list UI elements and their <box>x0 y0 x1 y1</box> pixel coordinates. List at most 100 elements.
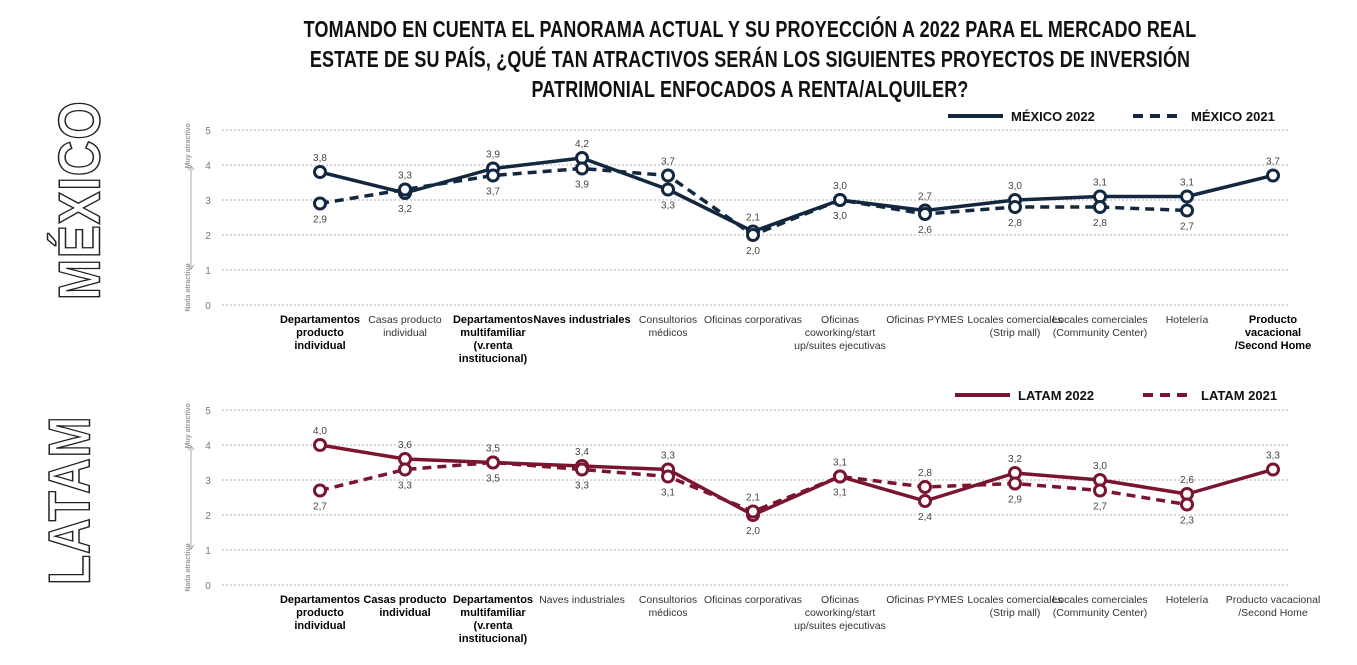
data-point-marker <box>1093 483 1107 498</box>
data-point-marker <box>575 161 589 176</box>
data-point-marker <box>398 462 412 477</box>
chart-panel-latam: 0 1 2 3 4 5 Muy atractivo Nada atractivo 4,0 2,7 3… <box>185 388 1290 592</box>
data-point-marker <box>1266 168 1280 183</box>
x-category-label: Naves industriales <box>533 314 631 326</box>
data-point-marker <box>486 455 500 470</box>
data-label: 3,3 <box>575 481 589 492</box>
x-category-label: Consultorios médicos <box>638 314 698 339</box>
y-axis-top-note: Muy atractivo <box>185 123 192 168</box>
data-label: 3,5 <box>486 444 500 455</box>
data-point-marker <box>1266 462 1280 477</box>
y-tick-label: 0 <box>205 301 211 312</box>
data-label: 3,0 <box>1093 461 1107 472</box>
data-point-marker <box>1008 476 1022 491</box>
data-point-marker <box>661 182 675 197</box>
data-label: 3,2 <box>398 204 412 215</box>
data-point-marker <box>661 168 675 183</box>
x-category-label: Departamentos producto individual <box>279 594 361 632</box>
y-tick-label: 5 <box>205 406 211 417</box>
data-point-marker <box>746 504 760 519</box>
y-tick-label: 3 <box>205 476 211 487</box>
x-category-label: Producto vacacional /Second Home <box>1234 314 1312 352</box>
arrow-head-down <box>187 264 195 271</box>
data-point-marker <box>398 182 412 197</box>
data-label: 3,6 <box>398 440 412 451</box>
data-point-marker <box>918 480 932 494</box>
chart-panel-méxico: 0 1 2 3 4 5 Muy atractivo Nada atractivo 3,8 2,9 3… <box>185 109 1290 312</box>
x-category-label: Locales comerciales (Strip mall) <box>967 594 1063 619</box>
data-label: 4,0 <box>313 426 327 437</box>
x-category-label: Locales comerciales (Community Center) <box>1052 314 1148 339</box>
y-tick-label: 3 <box>205 196 211 207</box>
data-label: 3,7 <box>661 157 675 168</box>
y-tick-label: 0 <box>205 581 211 592</box>
y-tick-label: 4 <box>205 441 211 452</box>
data-label: 3,5 <box>486 474 500 485</box>
x-category-label: Hotelería <box>1165 314 1209 326</box>
data-label: 3,1 <box>661 488 675 499</box>
data-point-marker <box>1093 200 1107 214</box>
data-label: 2,9 <box>1008 495 1022 506</box>
x-category-label: Casas producto individual <box>363 594 447 619</box>
data-label: 2,8 <box>1093 218 1107 229</box>
data-point-marker <box>1008 200 1022 214</box>
x-category-label: Oficinas corporativas <box>703 594 803 606</box>
data-label: 2,1 <box>746 493 760 504</box>
x-category-label: Oficinas coworking/start up/suites ejecu… <box>794 314 886 352</box>
y-tick-label: 2 <box>205 231 211 242</box>
y-tick-label: 4 <box>205 161 211 172</box>
x-category-label: Oficinas PYMES <box>886 594 964 606</box>
data-label: 3,1 <box>1093 178 1107 189</box>
data-label: 2,0 <box>746 526 760 537</box>
data-label: 4,2 <box>575 139 589 150</box>
data-label: 2,7 <box>918 192 932 203</box>
data-label: 2,3 <box>1180 516 1194 527</box>
series-line-latam-2021 <box>319 460 1188 514</box>
data-point-marker <box>918 494 932 508</box>
data-label: 3,3 <box>398 171 412 182</box>
data-label: 3,3 <box>661 201 675 212</box>
x-category-label: Departamentos multifamiliar (v.renta ins… <box>452 594 534 645</box>
series-line-latam-2022 <box>319 443 1274 517</box>
y-tick-label: 1 <box>205 546 211 557</box>
data-point-marker <box>661 469 675 484</box>
data-label: 3,4 <box>575 447 589 458</box>
x-category-label: Producto vacacional /Second Home <box>1225 594 1321 619</box>
data-label: 2,1 <box>746 213 760 224</box>
arrow-head-down <box>187 544 195 551</box>
data-label: 3,7 <box>1266 157 1280 168</box>
y-tick-label: 5 <box>205 126 211 137</box>
x-category-label: Oficinas corporativas <box>703 314 803 326</box>
data-point-marker <box>746 228 760 242</box>
data-point-marker <box>1180 497 1194 512</box>
data-label: 2,8 <box>1008 218 1022 229</box>
data-point-marker <box>833 193 847 207</box>
x-category-label: Oficinas coworking/start up/suites ejecu… <box>794 594 886 632</box>
series-line-méxico-2022 <box>319 156 1274 234</box>
data-label: 2,0 <box>746 246 760 257</box>
data-point-marker <box>833 469 847 484</box>
legend-label: MÉXICO 2021 <box>1191 109 1275 124</box>
data-point-marker <box>1180 189 1194 204</box>
data-label: 2,7 <box>1180 222 1194 233</box>
data-label: 3,8 <box>313 153 327 164</box>
data-point-marker <box>313 483 327 498</box>
data-point-marker <box>313 438 327 452</box>
data-label: 3,9 <box>575 180 589 191</box>
arrow-head-up <box>187 444 195 451</box>
data-label: 3,3 <box>398 481 412 492</box>
data-point-marker <box>313 196 327 211</box>
x-category-label: Oficinas PYMES <box>886 314 964 326</box>
data-label: 3,1 <box>1180 178 1194 189</box>
x-category-label: Casas producto individual <box>368 314 442 339</box>
y-axis-top-note: Muy atractivo <box>185 403 192 448</box>
x-category-label: Departamentos producto individual <box>279 314 361 352</box>
x-category-label: Locales comerciales (Community Center) <box>1052 594 1148 619</box>
x-category-label: Locales comerciales (Strip mall) <box>967 314 1063 339</box>
data-label: 3,0 <box>833 181 847 192</box>
data-point-marker <box>486 168 500 183</box>
data-label: 2,6 <box>1180 475 1194 486</box>
legend-label: MÉXICO 2022 <box>1011 109 1095 124</box>
data-point-marker <box>918 207 932 221</box>
x-category-label: Consultorios médicos <box>638 594 698 619</box>
